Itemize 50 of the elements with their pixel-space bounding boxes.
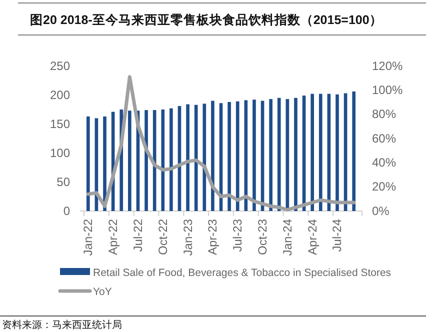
bar [202, 104, 206, 211]
bar [128, 110, 132, 211]
x-tick-label: Oct-22 [156, 218, 170, 256]
x-tick-label: Jan-23 [180, 218, 195, 256]
y2-tick-label: 40% [372, 156, 396, 170]
bar [194, 104, 198, 211]
bar [352, 92, 356, 211]
x-tick-label: Apr-24 [305, 218, 320, 256]
x-tick-label: Jan-22 [81, 218, 96, 256]
bar [277, 98, 281, 211]
y-tick-label: 150 [50, 116, 70, 131]
chart-title: 图20 2018-至今马来西亚零售板块食品饮料指数（2015=100） [30, 13, 382, 27]
x-tick-label: Apr-22 [106, 218, 120, 256]
y2-tick-label: 80% [372, 107, 396, 122]
x-tick-label: Jul-23 [230, 218, 245, 252]
x-tick-label: Oct-23 [256, 218, 270, 256]
bar [144, 110, 148, 211]
bar [103, 116, 106, 211]
bar [336, 94, 339, 211]
y2-tick-label: 120% [372, 58, 404, 73]
bar [211, 100, 214, 211]
bar [170, 108, 173, 211]
legend-label: YoY [93, 286, 112, 298]
y-tick-label: 0 [63, 204, 70, 218]
bar [252, 100, 256, 211]
x-tick-label: Apr-23 [206, 218, 220, 256]
bar [236, 101, 240, 211]
bar [269, 99, 272, 211]
y-tick-label: 200 [50, 88, 70, 102]
x-tick-label: Jul-22 [130, 218, 145, 252]
legend-label: Retail Sale of Food, Beverages & Tobacco in Specialised Stores [93, 267, 392, 279]
bar [318, 94, 322, 211]
bar [161, 110, 165, 211]
y2-tick-label: 0% [372, 204, 390, 218]
bar [228, 102, 231, 211]
x-tick-label: Jul-24 [330, 218, 344, 252]
y-tick-label: 250 [50, 58, 70, 73]
y-tick-label: 50 [56, 174, 70, 189]
y-tick-label: 100 [50, 146, 70, 160]
y2-tick-label: 100% [372, 83, 404, 98]
bar [310, 94, 314, 211]
line-series [86, 75, 356, 212]
x-tick-label: Jan-24 [280, 218, 294, 256]
y2-tick-label: 20% [372, 180, 396, 194]
text: 资料来源：马来西亚统计局 [2, 319, 122, 331]
bar [186, 104, 190, 211]
bar [244, 100, 248, 211]
y2-tick-label: 60% [372, 131, 396, 146]
bar [86, 116, 90, 211]
bar [294, 98, 298, 211]
